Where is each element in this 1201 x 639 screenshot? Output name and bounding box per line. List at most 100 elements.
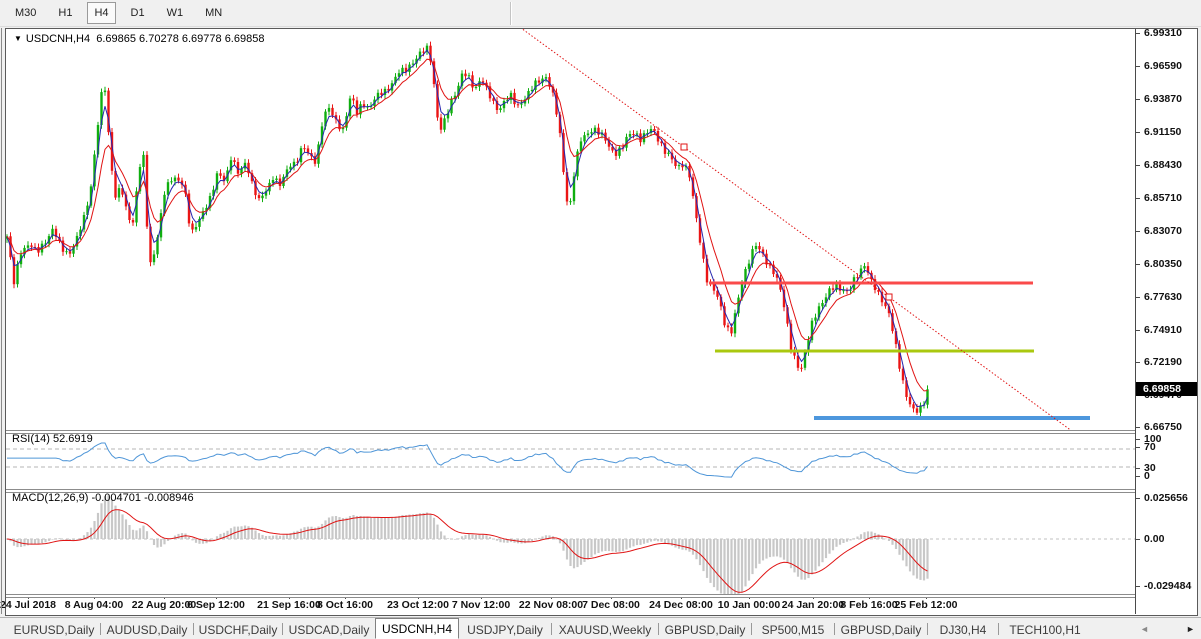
macd-label: MACD(12,26,9) -0.004701 -0.008946 <box>12 492 194 504</box>
axis-tick <box>1136 439 1140 440</box>
chart-title: ▼ USDCNH,H4 6.69865 6.70278 6.69778 6.698… <box>14 33 264 45</box>
rsi-axis-label: 70 <box>1144 441 1156 453</box>
descending-trendline[interactable] <box>506 29 1106 430</box>
tab-usdcnh-h4[interactable]: USDCNH,H4 <box>375 618 459 639</box>
macd-axis-label: 0.025656 <box>1144 492 1188 504</box>
symbol-dropdown-icon[interactable]: ▼ <box>14 34 22 43</box>
tab-separator <box>551 623 552 635</box>
timeframe-button-w1[interactable]: W1 <box>166 7 184 19</box>
price-axis-label: 6.88430 <box>1144 159 1182 171</box>
time-axis-label: 24 Jan 20:00 <box>781 599 845 611</box>
moving-average-3 <box>6 49 928 408</box>
time-axis-label: 8 Feb 16:00 <box>840 599 898 611</box>
macd-indicator-panel[interactable] <box>6 491 1135 594</box>
rsi-axis-label: 100 <box>1144 433 1162 445</box>
window-edge <box>1 28 2 614</box>
plot-area: ▼ USDCNH,H4 6.69865 6.70278 6.69778 6.698… <box>0 29 1135 614</box>
time-axis-label: 24 Dec 08:00 <box>649 599 713 611</box>
macd-axis-label: 0.00 <box>1144 533 1165 545</box>
time-axis-label: 7 Dec 08:00 <box>582 599 640 611</box>
rsi-label: RSI(14) 52.6919 <box>12 433 93 445</box>
axis-tick <box>1136 539 1140 540</box>
current-price-tag: 6.69858 <box>1136 382 1197 396</box>
time-axis-label: 8 Aug 04:00 <box>64 599 124 611</box>
axis-tick <box>1136 586 1140 587</box>
timeframe-button-d1[interactable]: D1 <box>130 7 145 19</box>
tab-usdcad-daily[interactable]: USDCAD,Daily <box>288 623 370 637</box>
tab-gbpusd-daily[interactable]: GBPUSD,Daily <box>840 623 922 637</box>
macd-signal-line <box>6 509 928 593</box>
panel-splitter[interactable] <box>6 430 1197 434</box>
tab-eurusd-daily[interactable]: EURUSD,Daily <box>13 623 95 637</box>
price-axis-label: 6.74910 <box>1144 324 1182 336</box>
price-axis-label: 6.99310 <box>1144 27 1182 39</box>
axis-tick <box>1136 198 1140 199</box>
time-axis-label: 22 Nov 08:00 <box>518 599 584 611</box>
time-axis[interactable]: 24 Jul 2018 8 Aug 04:00 22 Aug 20:00 6 Sep … <box>0 596 1135 614</box>
price-axis-label: 6.96590 <box>1144 60 1182 72</box>
tab-separator <box>193 623 194 635</box>
toolbar-separator <box>510 2 512 25</box>
tab-scroll-right-icon[interactable]: ► <box>1186 624 1195 634</box>
tab-separator <box>834 623 835 635</box>
axis-tick <box>1136 427 1140 428</box>
candlestick-series <box>6 41 929 417</box>
tab-xauusd-weekly[interactable]: XAUUSD,Weekly <box>558 623 652 637</box>
tab-dj30-h4[interactable]: DJ30,H4 <box>939 623 987 637</box>
axis-tick <box>1136 99 1140 100</box>
chart-tabs-bar: EURUSD,Daily AUDUSD,Daily USDCHF,Daily USDC… <box>0 617 1201 639</box>
time-axis-label: 21 Sep 16:00 <box>257 599 321 611</box>
tab-separator <box>751 623 752 635</box>
price-axis-label: 6.93870 <box>1144 93 1182 105</box>
tab-scroll-left-icon[interactable]: ◄ <box>1140 624 1149 634</box>
rsi-axis-label: 30 <box>1144 462 1156 474</box>
trendline-handle[interactable] <box>885 293 893 301</box>
axis-tick <box>1136 264 1140 265</box>
trendline-handle[interactable] <box>680 143 688 151</box>
tab-usdjpy-daily[interactable]: USDJPY,Daily <box>467 623 543 637</box>
macd-axis-label: -0.029484 <box>1144 580 1192 592</box>
rsi-axis-label: 0 <box>1144 470 1150 482</box>
axis-tick <box>1136 132 1140 133</box>
tab-usdchf-daily[interactable]: USDCHF,Daily <box>198 623 278 637</box>
chart-window: ▼ USDCNH,H4 6.69865 6.70278 6.69778 6.698… <box>0 27 1198 616</box>
timeframe-button-mn[interactable]: MN <box>205 7 223 19</box>
axis-tick <box>1136 362 1140 363</box>
timeframe-button-h1[interactable]: H1 <box>58 7 73 19</box>
time-axis-label: 22 Aug 20:00 <box>131 599 197 611</box>
tab-separator <box>927 623 928 635</box>
timeframe-button-m30[interactable]: M30 <box>15 7 37 19</box>
tab-separator <box>282 623 283 635</box>
price-axis[interactable]: 6.99310 6.96590 6.93870 6.91150 6.88430 6.857… <box>1135 27 1197 614</box>
tab-separator <box>658 623 659 635</box>
timeframe-button-h4[interactable]: H4 <box>87 2 116 24</box>
axis-tick <box>1136 468 1140 469</box>
moving-average-8 <box>6 58 928 392</box>
rsi-line <box>7 442 928 478</box>
price-axis-label: 6.91150 <box>1144 126 1182 138</box>
price-axis-label: 6.66750 <box>1144 421 1182 433</box>
price-axis-label: 6.80350 <box>1144 258 1182 270</box>
axis-tick <box>1136 330 1140 331</box>
main-price-chart[interactable] <box>6 29 1135 430</box>
panel-splitter[interactable] <box>6 594 1197 598</box>
macd-histogram <box>6 495 929 594</box>
rsi-indicator-panel[interactable] <box>6 432 1135 489</box>
tab-audusd-daily[interactable]: AUDUSD,Daily <box>106 623 188 637</box>
chart-ohlc-values: 6.69865 6.70278 6.69778 6.69858 <box>96 33 265 45</box>
timeframe-toolbar: M30 H1 H4 D1 W1 MN <box>0 0 1201 27</box>
chart-symbol-period: USDCNH,H4 <box>25 33 91 45</box>
panel-splitter[interactable] <box>6 489 1197 493</box>
axis-tick <box>1136 447 1140 448</box>
tab-gbpusd-daily[interactable]: GBPUSD,Daily <box>664 623 746 637</box>
time-axis-label: 25 Feb 12:00 <box>894 599 958 611</box>
tab-sp500-m15[interactable]: SP500,M15 <box>761 623 825 637</box>
tab-separator <box>998 623 999 635</box>
tab-tech100-h1[interactable]: TECH100,H1 <box>1009 623 1081 637</box>
axis-tick <box>1136 165 1140 166</box>
axis-tick <box>1136 231 1140 232</box>
axis-tick <box>1136 297 1140 298</box>
time-axis-label: 24 Jul 2018 <box>0 599 57 611</box>
price-axis-label: 6.77630 <box>1144 291 1182 303</box>
